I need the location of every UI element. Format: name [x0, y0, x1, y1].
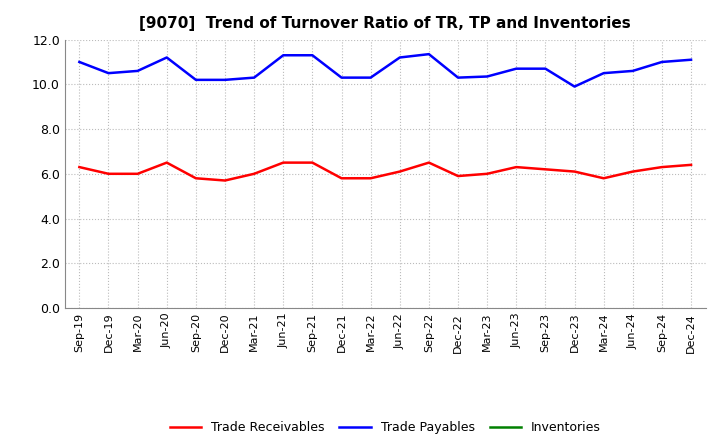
Trade Payables — [366, 75, 375, 80]
Trade Receivables — [570, 169, 579, 174]
Trade Receivables — [454, 173, 462, 179]
Trade Receivables — [425, 160, 433, 165]
Trade Payables — [395, 55, 404, 60]
Trade Payables — [163, 55, 171, 60]
Title: [9070]  Trend of Turnover Ratio of TR, TP and Inventories: [9070] Trend of Turnover Ratio of TR, TP… — [140, 16, 631, 32]
Trade Payables — [192, 77, 200, 82]
Trade Payables — [75, 59, 84, 65]
Trade Receivables — [250, 171, 258, 176]
Trade Receivables — [163, 160, 171, 165]
Trade Payables — [657, 59, 666, 65]
Trade Payables — [308, 53, 317, 58]
Trade Payables — [454, 75, 462, 80]
Trade Receivables — [279, 160, 287, 165]
Trade Receivables — [512, 165, 521, 170]
Trade Payables — [483, 74, 492, 79]
Trade Receivables — [483, 171, 492, 176]
Legend: Trade Receivables, Trade Payables, Inventories: Trade Receivables, Trade Payables, Inven… — [165, 416, 606, 439]
Trade Receivables — [395, 169, 404, 174]
Trade Receivables — [104, 171, 113, 176]
Trade Receivables — [687, 162, 696, 168]
Trade Payables — [337, 75, 346, 80]
Trade Receivables — [133, 171, 142, 176]
Trade Payables — [599, 70, 608, 76]
Trade Receivables — [541, 167, 550, 172]
Trade Receivables — [657, 165, 666, 170]
Line: Trade Payables: Trade Payables — [79, 54, 691, 87]
Trade Payables — [570, 84, 579, 89]
Trade Payables — [279, 53, 287, 58]
Trade Receivables — [75, 165, 84, 170]
Trade Receivables — [337, 176, 346, 181]
Trade Receivables — [599, 176, 608, 181]
Trade Receivables — [192, 176, 200, 181]
Trade Payables — [687, 57, 696, 62]
Trade Payables — [512, 66, 521, 71]
Trade Payables — [133, 68, 142, 73]
Trade Payables — [541, 66, 550, 71]
Trade Payables — [104, 70, 113, 76]
Trade Payables — [425, 51, 433, 57]
Trade Receivables — [629, 169, 637, 174]
Trade Receivables — [366, 176, 375, 181]
Trade Receivables — [220, 178, 229, 183]
Trade Payables — [220, 77, 229, 82]
Trade Receivables — [308, 160, 317, 165]
Trade Payables — [629, 68, 637, 73]
Line: Trade Receivables: Trade Receivables — [79, 163, 691, 180]
Trade Payables — [250, 75, 258, 80]
